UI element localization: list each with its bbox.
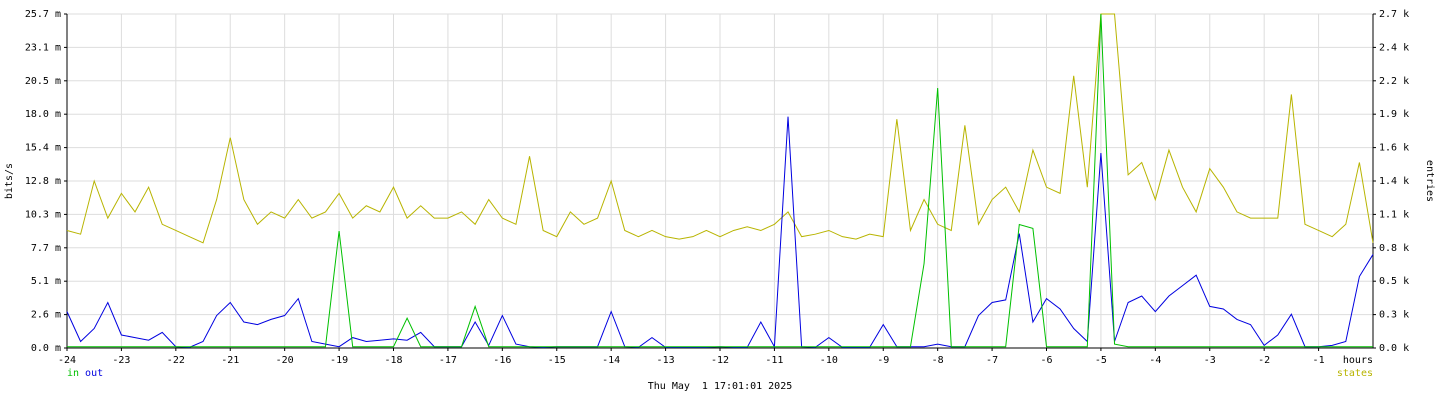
- x-tick-label: -13: [657, 355, 675, 366]
- x-tick-label: -19: [330, 355, 348, 366]
- y2-tick-label: 0.8 k: [1379, 243, 1409, 254]
- x-tick-label: -1: [1313, 355, 1325, 366]
- y-tick-label: 15.4 m: [25, 143, 61, 154]
- x-tick-label: -9: [877, 355, 889, 366]
- x-tick-label: -12: [711, 355, 729, 366]
- y-tick-label: 10.3 m: [25, 209, 61, 220]
- x-tick-label: -16: [493, 355, 511, 366]
- y-tick-label: 23.1 m: [25, 42, 61, 53]
- legend-entry: in: [67, 368, 79, 379]
- x-tick-label: -24: [58, 355, 76, 366]
- y-tick-label: 18.0 m: [25, 109, 61, 120]
- x-tick-label: -17: [439, 355, 457, 366]
- legend-entry: out: [85, 368, 103, 379]
- y-tick-label: 12.8 m: [25, 176, 61, 187]
- y2-tick-label: 1.4 k: [1379, 176, 1409, 187]
- x-axis-label: hours: [1343, 355, 1373, 366]
- x-tick-label: -7: [986, 355, 998, 366]
- x-tick-label: -20: [276, 355, 294, 366]
- y2-tick-label: 0.0 k: [1379, 343, 1409, 354]
- y2-axis-label: entries: [1424, 160, 1435, 202]
- y-tick-label: 25.7 m: [25, 9, 61, 20]
- x-tick-label: -3: [1204, 355, 1216, 366]
- series-line: [67, 13, 1373, 348]
- y-tick-label: 7.7 m: [31, 243, 61, 254]
- y-tick-label: 20.5 m: [25, 76, 61, 87]
- y-tick-label: 2.6 m: [31, 310, 61, 321]
- y2-tick-label: 2.4 k: [1379, 42, 1409, 53]
- y2-tick-label: 1.6 k: [1379, 143, 1409, 154]
- x-tick-label: -11: [765, 355, 783, 366]
- x-tick-label: -2: [1258, 355, 1270, 366]
- y2-tick-label: 1.1 k: [1379, 209, 1409, 220]
- y-axis-label: bits/s: [4, 163, 15, 199]
- x-tick-label: -21: [221, 355, 239, 366]
- y-tick-label: 0.0 m: [31, 343, 61, 354]
- y2-tick-label: 2.7 k: [1379, 9, 1409, 20]
- x-tick-label: -8: [932, 355, 944, 366]
- x-tick-label: -22: [167, 355, 185, 366]
- x-tick-label: -6: [1040, 355, 1052, 366]
- x-tick-label: -23: [112, 355, 130, 366]
- y2-tick-label: 2.2 k: [1379, 76, 1409, 87]
- footer-date: Thu May 1 17:01:01 2025: [648, 381, 793, 392]
- x-tick-label: -5: [1095, 355, 1107, 366]
- x-tick-label: -15: [548, 355, 566, 366]
- x-tick-label: -18: [384, 355, 402, 366]
- y2-tick-label: 1.9 k: [1379, 109, 1409, 120]
- x-tick-label: -14: [602, 355, 620, 366]
- y2-tick-label: 0.5 k: [1379, 276, 1409, 287]
- x-tick-label: -10: [820, 355, 838, 366]
- y-tick-label: 5.1 m: [31, 276, 61, 287]
- series-line: [66, 13, 1374, 244]
- y2-tick-label: 0.3 k: [1379, 310, 1409, 321]
- legend-entry: states: [1337, 368, 1373, 379]
- x-tick-label: -4: [1149, 355, 1161, 366]
